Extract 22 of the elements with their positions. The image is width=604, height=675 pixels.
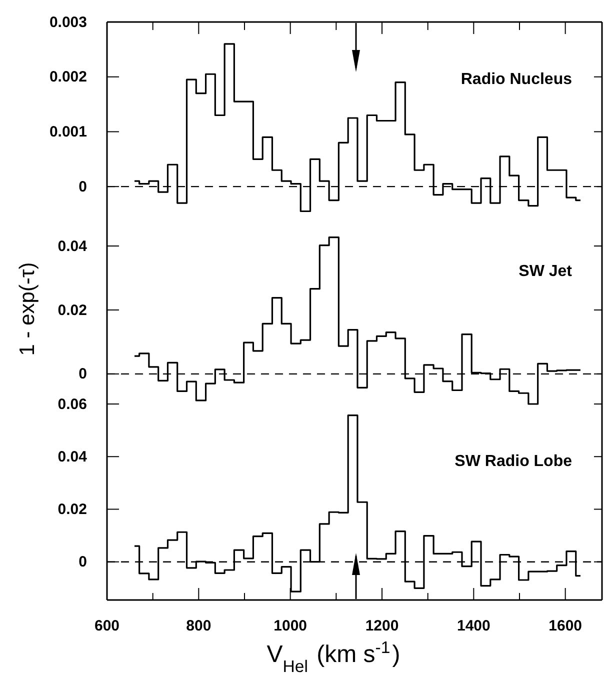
- y-tick-label: 0.002: [49, 68, 87, 86]
- y-tick-label: 0: [78, 554, 87, 571]
- legend-label: Radio Nucleus: [460, 71, 572, 88]
- x-tick-label: 800: [186, 618, 212, 635]
- text: SW Jet: [518, 263, 573, 280]
- y-tick-label: 0.06: [58, 396, 87, 413]
- y-axis-title: 1 - exp(-τ): [16, 262, 39, 356]
- y-tick-label: 0.02: [58, 302, 87, 319]
- y-tick-label: 0.003: [49, 14, 87, 31]
- x-tick-label: 1000: [274, 618, 308, 635]
- x-axis-title: V$_{Hel}$ (km s$^{-1}$): [266, 638, 400, 675]
- y-tick-label: 0.04: [58, 238, 88, 255]
- y-tick-label: 0.001: [49, 124, 87, 141]
- x-tick-label: 600: [94, 618, 120, 635]
- y-tick-label: 0: [78, 366, 87, 383]
- y-tick-label: 0.04: [58, 448, 88, 466]
- legend-label: SW Radio Lobe: [454, 453, 572, 470]
- y-tick-label: 0.02: [58, 501, 87, 518]
- x-tick-label: 1400: [456, 618, 490, 635]
- x-tick-label: 1600: [548, 618, 582, 635]
- x-tick-label: 1200: [365, 618, 399, 635]
- y-tick-label: 0: [78, 178, 87, 196]
